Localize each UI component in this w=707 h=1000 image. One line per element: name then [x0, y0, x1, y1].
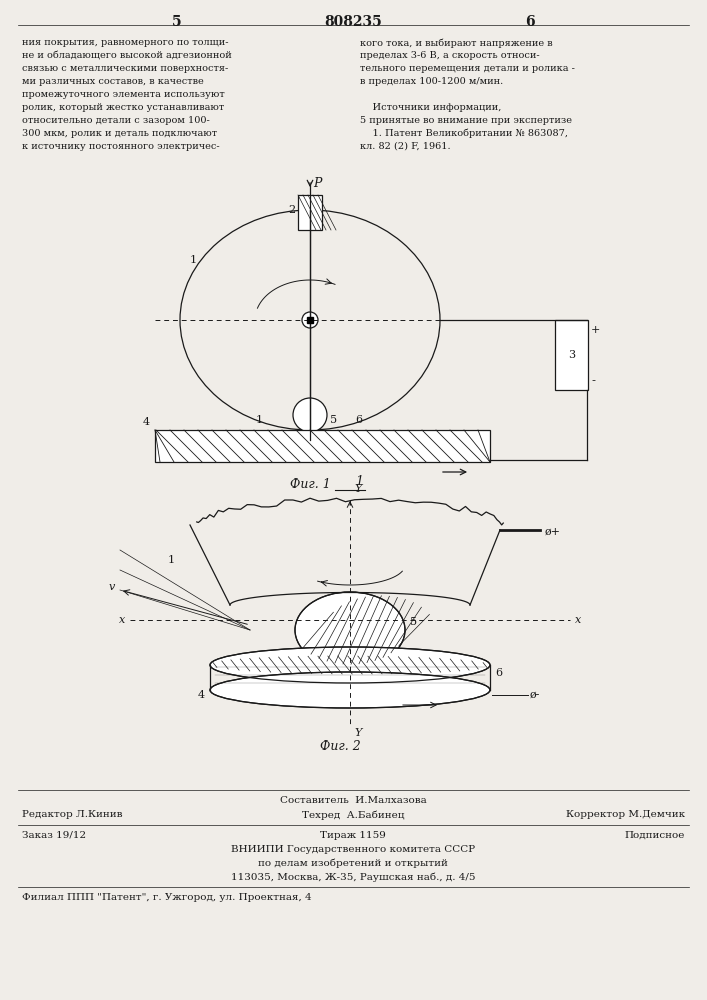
Text: 300 мкм, ролик и деталь подключают: 300 мкм, ролик и деталь подключают [22, 129, 217, 138]
Text: 808235: 808235 [324, 15, 382, 29]
Text: 4: 4 [143, 417, 150, 427]
Text: ролик, который жестко устанавливают: ролик, который жестко устанавливают [22, 103, 224, 112]
Text: тельного перемещения детали и ролика -: тельного перемещения детали и ролика - [360, 64, 575, 73]
Text: 6: 6 [495, 668, 502, 678]
Circle shape [302, 312, 318, 328]
Text: Подписное: Подписное [624, 831, 685, 840]
Text: по делам изобретений и открытий: по делам изобретений и открытий [258, 859, 448, 868]
Text: пределах 3-6 В, а скорость относи-: пределах 3-6 В, а скорость относи- [360, 51, 539, 60]
Ellipse shape [210, 647, 490, 683]
Text: промежуточного элемента используют: промежуточного элемента используют [22, 90, 225, 99]
Text: v: v [109, 582, 115, 592]
Text: Фиг. 1: Фиг. 1 [290, 478, 330, 491]
Text: 5: 5 [173, 15, 182, 29]
Text: x: x [119, 615, 125, 625]
Text: P: P [313, 177, 322, 190]
Text: ø-: ø- [530, 690, 540, 700]
Text: 1: 1 [355, 475, 363, 488]
Text: -: - [591, 375, 595, 385]
Text: Y: Y [354, 728, 361, 738]
Text: 1: 1 [168, 555, 175, 565]
Text: 5: 5 [410, 617, 417, 627]
Text: Тираж 1159: Тираж 1159 [320, 831, 386, 840]
Text: ø+: ø+ [545, 527, 561, 537]
Text: Корректор М.Демчик: Корректор М.Демчик [566, 810, 685, 819]
Text: 113035, Москва, Ж-35, Раушская наб., д. 4/5: 113035, Москва, Ж-35, Раушская наб., д. … [230, 873, 475, 882]
Text: 2: 2 [288, 205, 295, 215]
Text: Техред  А.Бабинец: Техред А.Бабинец [302, 810, 404, 820]
Text: 6: 6 [525, 15, 534, 29]
Text: Филиал ППП "Патент", г. Ужгород, ул. Проектная, 4: Филиал ППП "Патент", г. Ужгород, ул. Про… [22, 893, 312, 902]
Text: 1: 1 [190, 255, 197, 265]
Text: ми различных составов, в качестве: ми различных составов, в качестве [22, 77, 204, 86]
Bar [555, 320, 588, 390]
Text: 4: 4 [198, 690, 205, 700]
Text: связью с металлическими поверхностя-: связью с металлическими поверхностя- [22, 64, 228, 73]
Text: 3: 3 [568, 350, 575, 360]
Text: к источнику постоянного электричес-: к источнику постоянного электричес- [22, 142, 220, 151]
Text: Источники информации,: Источники информации, [360, 103, 501, 112]
Text: Y: Y [354, 484, 361, 494]
Text: +: + [591, 325, 600, 335]
Text: 5 принятые во внимание при экспертизе: 5 принятые во внимание при экспертизе [360, 116, 572, 125]
Text: Составитель  И.Малхазова: Составитель И.Малхазова [280, 796, 426, 805]
Text: 1. Патент Великобритании № 863087,: 1. Патент Великобритании № 863087, [360, 129, 568, 138]
Text: x: x [575, 615, 581, 625]
Bar [155, 430, 490, 462]
Bar [298, 195, 322, 230]
Text: 6: 6 [355, 415, 362, 425]
Text: ния покрытия, равномерного по толщи-: ния покрытия, равномерного по толщи- [22, 38, 228, 47]
Text: 1: 1 [256, 415, 263, 425]
Text: Редактор Л.Кинив: Редактор Л.Кинив [22, 810, 122, 819]
Ellipse shape [295, 592, 405, 668]
Text: ВНИИПИ Государственного комитета СССР: ВНИИПИ Государственного комитета СССР [231, 845, 475, 854]
Text: Фиг. 2: Фиг. 2 [320, 740, 361, 753]
Text: кл. 82 (2) F, 1961.: кл. 82 (2) F, 1961. [360, 142, 450, 151]
Text: кого тока, и выбирают напряжение в: кого тока, и выбирают напряжение в [360, 38, 553, 47]
Ellipse shape [210, 672, 490, 708]
Text: 5: 5 [330, 415, 337, 425]
Text: в пределах 100-1200 м/мин.: в пределах 100-1200 м/мин. [360, 77, 503, 86]
Text: Заказ 19/12: Заказ 19/12 [22, 831, 86, 840]
Text: относительно детали с зазором 100-: относительно детали с зазором 100- [22, 116, 210, 125]
Text: не и обладающего высокой адгезионной: не и обладающего высокой адгезионной [22, 51, 232, 60]
Circle shape [293, 398, 327, 432]
